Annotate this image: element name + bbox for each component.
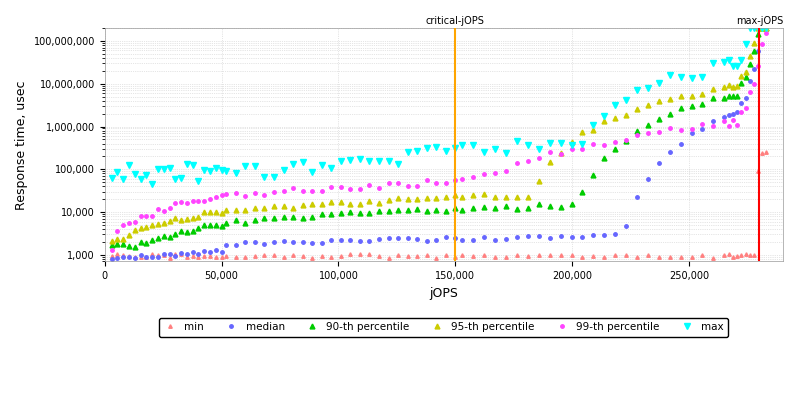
median (107, 257, 117, 262)
95-th percentile (556, 150, 566, 155)
Y-axis label: Response time, usec: Response time, usec (15, 80, 28, 210)
90-th percentile (130, 244, 140, 249)
median (523, 234, 533, 239)
95-th percentile (107, 238, 117, 243)
X-axis label: jOPS: jOPS (430, 287, 458, 300)
min (107, 253, 117, 258)
99-th percentile (724, 124, 734, 128)
median (365, 238, 374, 243)
Line: min: min (110, 150, 768, 260)
min (490, 254, 500, 259)
min (165, 256, 174, 260)
95-th percentile (365, 198, 374, 203)
max (490, 146, 500, 151)
min (566, 252, 576, 257)
90-th percentile (490, 206, 500, 210)
90-th percentile (728, 94, 738, 99)
max (728, 63, 738, 68)
90-th percentile (758, 26, 767, 30)
95-th percentile (724, 83, 734, 88)
max (762, 26, 771, 30)
99-th percentile (762, 31, 771, 36)
Legend: min, median, 90-th percentile, 95-th percentile, 99-th percentile, max: min, median, 90-th percentile, 95-th per… (159, 318, 728, 336)
max (374, 158, 384, 163)
99-th percentile (107, 247, 117, 252)
95-th percentile (762, 26, 771, 30)
min (534, 253, 543, 258)
Text: max-jOPS: max-jOPS (736, 16, 783, 26)
90-th percentile (107, 242, 117, 247)
95-th percentile (479, 192, 489, 197)
max (147, 182, 157, 186)
Line: median: median (110, 26, 768, 261)
median (758, 26, 767, 30)
min (728, 255, 738, 260)
max (502, 150, 511, 155)
max (566, 143, 576, 148)
Line: 99-th percentile: 99-th percentile (110, 32, 768, 252)
Line: 95-th percentile: 95-th percentile (110, 26, 769, 244)
max (534, 147, 543, 152)
95-th percentile (754, 26, 763, 30)
Line: max: max (109, 25, 770, 187)
90-th percentile (374, 209, 384, 214)
median (762, 26, 771, 30)
90-th percentile (534, 202, 543, 206)
90-th percentile (762, 26, 771, 30)
Text: critical-jOPS: critical-jOPS (426, 16, 485, 26)
99-th percentile (556, 152, 566, 156)
median (556, 234, 566, 238)
median (479, 235, 489, 240)
median (724, 112, 734, 117)
99-th percentile (523, 158, 533, 163)
99-th percentile (490, 170, 500, 175)
95-th percentile (523, 194, 533, 199)
95-th percentile (490, 195, 500, 200)
99-th percentile (479, 172, 489, 177)
min (374, 254, 384, 258)
max (745, 26, 754, 30)
max (107, 176, 117, 180)
min (762, 150, 771, 154)
median (490, 237, 500, 242)
90-th percentile (502, 204, 511, 209)
Line: 90-th percentile: 90-th percentile (110, 26, 769, 249)
99-th percentile (365, 182, 374, 187)
min (502, 254, 511, 259)
90-th percentile (566, 202, 576, 207)
